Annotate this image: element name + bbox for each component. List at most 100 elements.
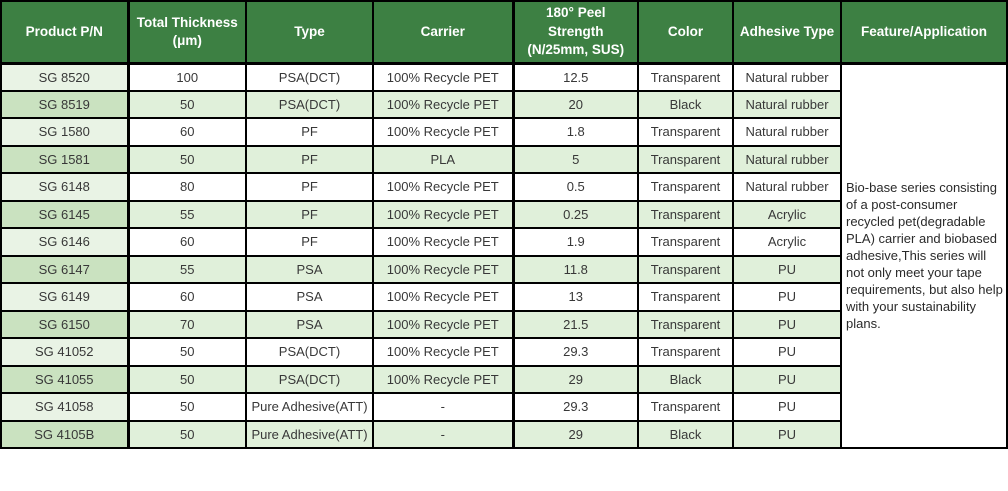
cell-adhesive: PU — [732, 392, 842, 422]
cell-color: Transparent — [637, 144, 734, 174]
cell-adhesive: Natural rubber — [732, 89, 842, 119]
cell-type: PF — [245, 227, 374, 257]
table-row: SG 6149 60 PSA 100% Recycle PET 13 Transparen… — [0, 282, 1007, 312]
cell-thickness: 100 — [127, 62, 247, 92]
cell-color: Black — [637, 89, 734, 119]
cell-type: PSA(DCT) — [245, 89, 374, 119]
cell-peel: 20 — [512, 89, 639, 119]
cell-type: Pure Adhesive(ATT) — [245, 419, 374, 449]
cell-thickness: 60 — [127, 117, 247, 147]
cell-color: Transparent — [637, 309, 734, 339]
cell-carrier: 100% Recycle PET — [372, 254, 515, 284]
cell-adhesive: Natural rubber — [732, 144, 842, 174]
cell-pn: SG 1581 — [0, 144, 130, 174]
cell-pn: SG 41052 — [0, 337, 130, 367]
cell-pn: SG 41058 — [0, 392, 130, 422]
cell-carrier: 100% Recycle PET — [372, 172, 515, 202]
cell-peel: 13 — [512, 282, 639, 312]
cell-type: PF — [245, 199, 374, 229]
cell-adhesive: Natural rubber — [732, 117, 842, 147]
cell-pn: SG 6148 — [0, 172, 130, 202]
cell-color: Transparent — [637, 227, 734, 257]
cell-type: PSA — [245, 309, 374, 339]
cell-carrier: 100% Recycle PET — [372, 89, 515, 119]
table-row: SG 6147 55 PSA 100% Recycle PET 11.8 Transpar… — [0, 254, 1007, 284]
cell-carrier: 100% Recycle PET — [372, 337, 515, 367]
table-row: SG 6150 70 PSA 100% Recycle PET 21.5 Transpar… — [0, 309, 1007, 339]
column-header-carrier: Carrier — [372, 0, 515, 65]
cell-carrier: 100% Recycle PET — [372, 309, 515, 339]
cell-adhesive: PU — [732, 337, 842, 367]
cell-color: Black — [637, 419, 734, 449]
feature-application-text: Bio-base series consisting of a post-con… — [840, 62, 1008, 449]
cell-adhesive: PU — [732, 254, 842, 284]
cell-peel: 0.25 — [512, 199, 639, 229]
table-body: SG 8520 100 PSA(DCT) 100% Recycle PET 12.5 Tr… — [0, 62, 1008, 449]
cell-color: Transparent — [637, 199, 734, 229]
cell-thickness: 50 — [127, 392, 247, 422]
cell-type: PSA(DCT) — [245, 364, 374, 394]
cell-carrier: 100% Recycle PET — [372, 364, 515, 394]
table-row: SG 41058 50 Pure Adhesive(ATT) -29.3 Transpa… — [0, 392, 1007, 422]
cell-type: PSA(DCT) — [245, 62, 374, 92]
column-header-type: Type — [245, 0, 374, 65]
cell-pn: SG 6147 — [0, 254, 130, 284]
cell-adhesive: PU — [732, 282, 842, 312]
cell-pn: SG 6149 — [0, 282, 130, 312]
column-header-product-pn: Product P/N — [0, 0, 130, 65]
table-header: Product P/N Total Thickness (μm) Type Ca… — [0, 0, 1008, 65]
cell-carrier: 100% Recycle PET — [372, 117, 515, 147]
table-row: SG 8519 50 PSA(DCT) 100% Recycle PET 20 Black… — [0, 89, 1007, 119]
cell-color: Transparent — [637, 337, 734, 367]
cell-type: PF — [245, 117, 374, 147]
table-row: SG 1581 50 PF PLA 5 Transparent Natural rubber — [0, 144, 1007, 174]
cell-peel: 29.3 — [512, 337, 639, 367]
cell-type: PF — [245, 144, 374, 174]
cell-adhesive: Acrylic — [732, 199, 842, 229]
column-header-feature-application: Feature/Application — [840, 0, 1008, 65]
cell-type: PSA — [245, 282, 374, 312]
cell-pn: SG 1580 — [0, 117, 130, 147]
cell-type: Pure Adhesive(ATT) — [245, 392, 374, 422]
cell-pn: SG 41055 — [0, 364, 130, 394]
cell-peel: 29.3 — [512, 392, 639, 422]
cell-type: PF — [245, 172, 374, 202]
cell-carrier: 100% Recycle PET — [372, 199, 515, 229]
cell-carrier: 100% Recycle PET — [372, 62, 515, 92]
cell-peel: 11.8 — [512, 254, 639, 284]
column-header-peel-strength: 180° Peel Strength (N/25mm, SUS) — [512, 0, 639, 65]
cell-peel: 1.8 — [512, 117, 639, 147]
cell-thickness: 55 — [127, 199, 247, 229]
cell-adhesive: PU — [732, 364, 842, 394]
cell-color: Transparent — [637, 117, 734, 147]
cell-type: PSA — [245, 254, 374, 284]
cell-color: Transparent — [637, 62, 734, 92]
cell-peel: 12.5 — [512, 62, 639, 92]
cell-thickness: 50 — [127, 337, 247, 367]
cell-pn: SG 4105B — [0, 419, 130, 449]
cell-color: Transparent — [637, 392, 734, 422]
cell-adhesive: PU — [732, 309, 842, 339]
cell-carrier: PLA — [372, 144, 515, 174]
column-header-adhesive-type: Adhesive Type — [732, 0, 842, 65]
cell-thickness: 60 — [127, 227, 247, 257]
cell-thickness: 50 — [127, 364, 247, 394]
table-row: SG 4105B 50 Pure Adhesive(ATT) -29 Black PU — [0, 419, 1007, 449]
cell-thickness: 55 — [127, 254, 247, 284]
cell-adhesive: PU — [732, 419, 842, 449]
cell-color: Transparent — [637, 282, 734, 312]
cell-color: Transparent — [637, 254, 734, 284]
cell-peel: 5 — [512, 144, 639, 174]
product-spec-table: Product P/N Total Thickness (μm) Type Ca… — [0, 0, 1008, 449]
header-row: Product P/N Total Thickness (μm) Type Ca… — [0, 0, 1008, 65]
column-header-color: Color — [637, 0, 734, 65]
table-row: SG 41052 50 PSA(DCT) 100% Recycle PET 29.3 Tr… — [0, 337, 1007, 367]
table-row: SG 6145 55 PF 100% Recycle PET 0.25 Transpare… — [0, 199, 1007, 229]
table-row: SG 41055 50 PSA(DCT) 100% Recycle PET 29 Blac… — [0, 364, 1007, 394]
cell-type: PSA(DCT) — [245, 337, 374, 367]
cell-thickness: 50 — [127, 89, 247, 119]
cell-pn: SG 6145 — [0, 199, 130, 229]
cell-adhesive: Acrylic — [732, 227, 842, 257]
cell-thickness: 50 — [127, 144, 247, 174]
